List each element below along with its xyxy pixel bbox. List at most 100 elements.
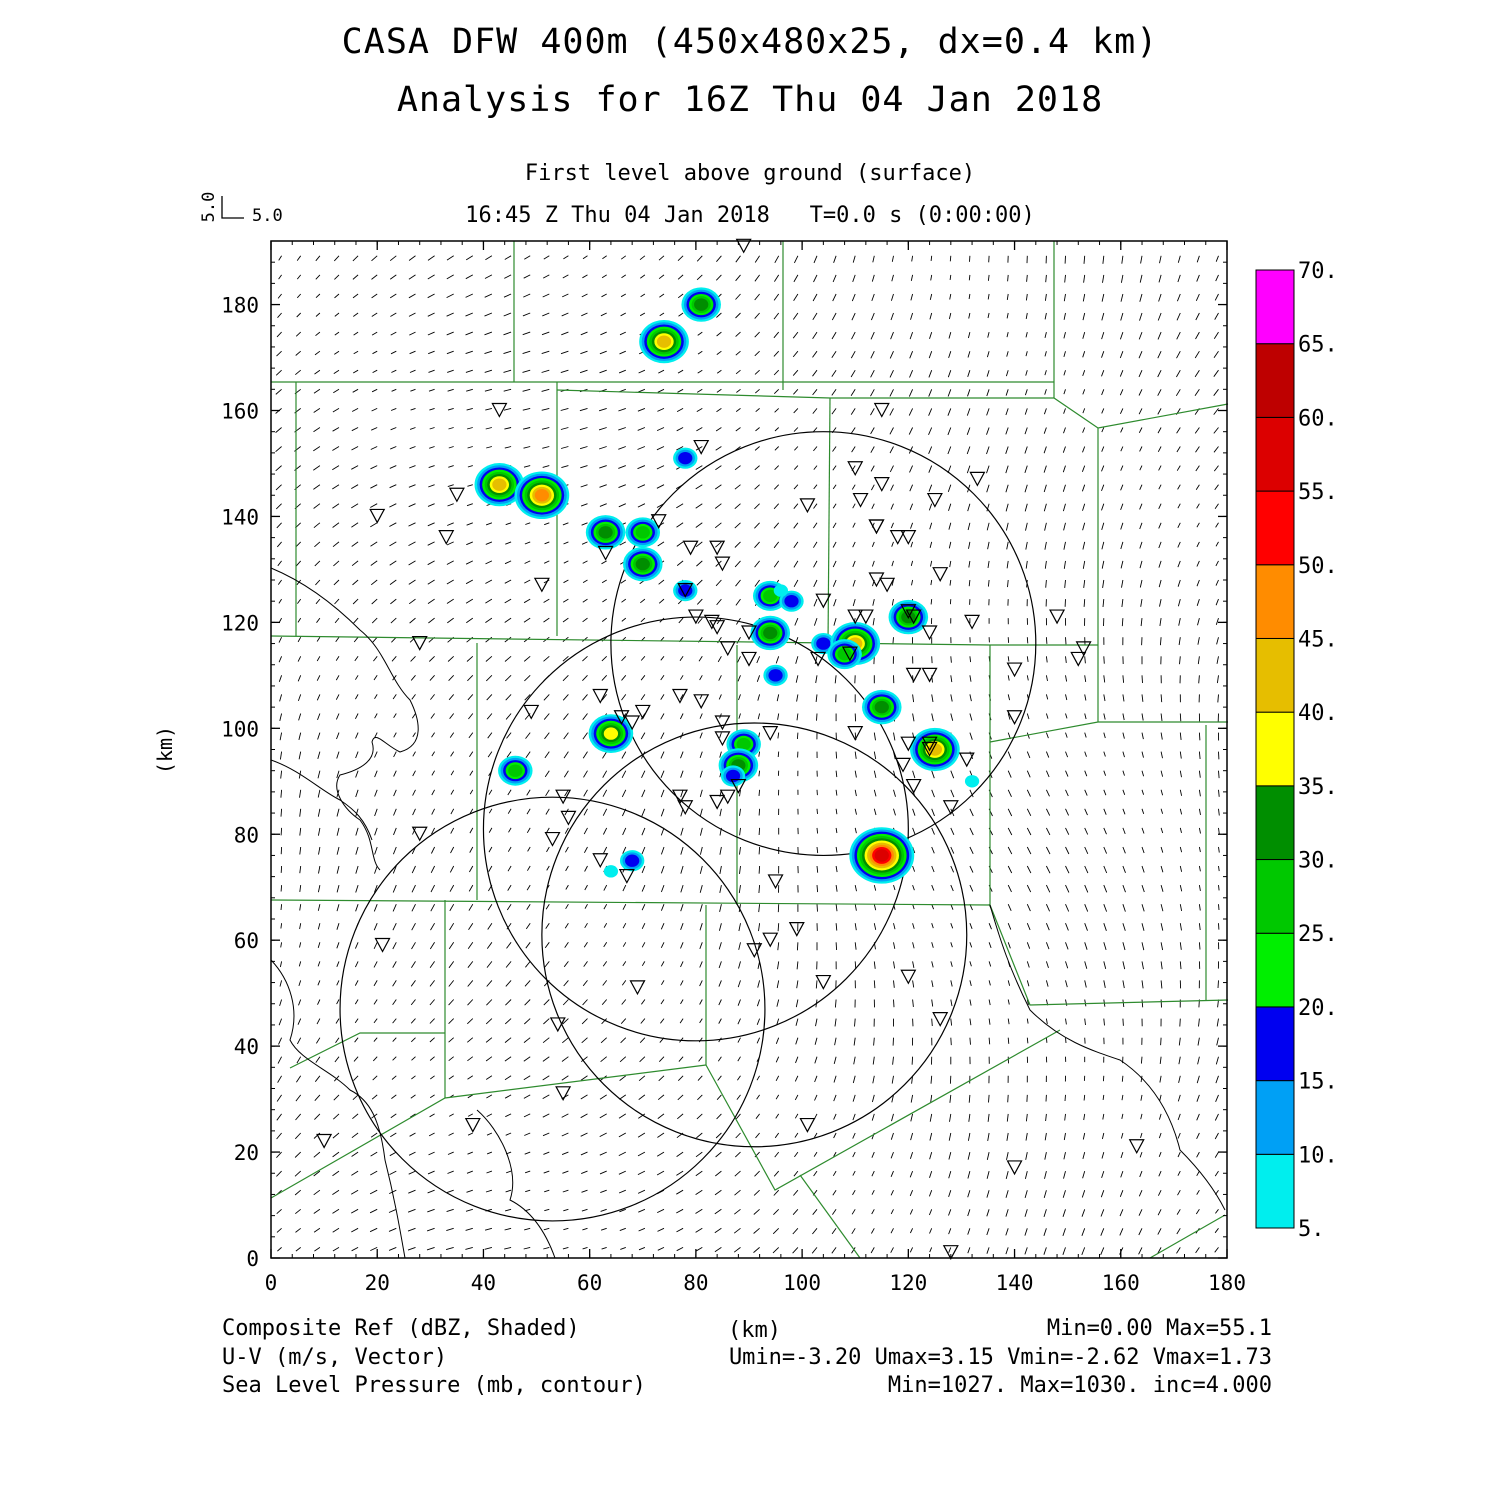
county-borders [270,241,1229,1259]
station-marker [847,609,864,625]
x-tick-label: 140 [996,1271,1034,1295]
station-marker [1075,641,1092,657]
station-marker [900,604,917,620]
station-marker [900,530,917,545]
reflectivity-cell-11 [779,590,804,612]
station-marker [868,572,885,588]
footer-pressure-minmax: Min=1027. Max=1030. inc=4.000 [887,1373,1272,1398]
station-marker [677,582,694,598]
colorbar-label: 25. [1298,922,1338,947]
station-marker [464,1117,481,1133]
station-marker [895,757,912,773]
station-marker [873,402,890,418]
station-marker [868,519,885,535]
wind-vectors [275,255,1220,1256]
station-marker [634,704,651,720]
station-marker [369,508,386,524]
station-marker [523,704,540,720]
station-marker [693,439,710,455]
colorbar-label: 35. [1298,775,1338,800]
y-axis-ticks: 0 20 40 60 80 100 120 140 160 180 [221,240,1227,1271]
colorbar-label: 10. [1298,1143,1338,1168]
y-tick-label: 160 [221,400,259,424]
reflectivity-cell-20 [588,714,634,754]
footer-vector-label: U-V (m/s, Vector) [222,1345,448,1370]
station-marker [969,471,986,487]
colorbar-label: 60. [1298,406,1338,431]
colorbar-label: 65. [1298,333,1338,358]
x-tick-label: 160 [1102,1271,1140,1295]
station-marker [841,646,858,662]
reflectivity-cell-3 [673,447,698,469]
colorbar-label: 40. [1298,701,1338,726]
station-marker [533,577,550,593]
lake-outlines [270,567,1226,1259]
colorbar-swatch [1255,343,1295,418]
station-marker [740,651,758,667]
station-marker [629,980,646,996]
reflectivity-cell-5 [514,471,570,520]
x-tick-label: 80 [683,1271,708,1295]
footer-wind-minmax: Umin=-3.20 Umax=3.15 Vmin=-2.62 Vmax=1.7… [728,1345,1272,1370]
station-marker [709,794,726,810]
reflectivity-cell-12 [773,584,788,597]
colorbar-label: 30. [1298,849,1338,874]
station-marker [740,625,758,641]
station-marker [693,694,710,710]
station-marker [900,969,917,985]
station-marker [932,567,949,582]
station-marker [921,667,938,683]
station-marker [964,614,981,630]
station-marker [592,853,609,868]
radar-ring-3 [541,722,968,1148]
colorbar-label: 5. [1298,1217,1325,1242]
station-marker [889,530,906,545]
station-marker [810,651,827,667]
station-marker [1070,651,1087,667]
station-marker [549,1017,566,1033]
colorbar: 5. 10. 15. 20. 25. 30. 35. 40. 45. 50. 55. 60. 65. 70… [1255,259,1338,1242]
vector-key: 5.0 5.0 [199,192,283,226]
reflectivity-cell-25 [910,727,960,772]
colorbar-label: 50. [1298,554,1338,579]
station-marker [560,810,577,826]
station-marker [719,789,736,805]
reflectivity-cell-24 [720,765,746,787]
station-marker [671,688,688,704]
station-marker [847,461,864,477]
station-marker [905,778,922,794]
x-tick-label: 100 [783,1271,821,1295]
station-marker [703,614,720,630]
colorbar-swatch [1255,1006,1295,1082]
station-marker [868,519,885,535]
colorbar-swatch [1255,1080,1295,1155]
colorbar-swatch [1255,490,1295,566]
station-marker [847,726,864,741]
x-tick-label: 0 [265,1271,278,1295]
station-marker [799,498,816,514]
station-marker [958,752,975,768]
colorbar-swatch [1255,1153,1295,1229]
y-tick-label: 0 [246,1247,259,1271]
station-marker [592,688,609,704]
station-marker [735,238,752,254]
colorbar-swatch [1255,932,1295,1008]
station-marker [1006,1160,1023,1176]
station-marker [942,800,959,816]
station-marker [448,487,465,503]
y-tick-label: 140 [221,505,259,529]
radar-ring-2 [482,616,909,1042]
reflectivity-cell-16 [827,639,862,670]
y-tick-label: 80 [234,823,259,847]
station-marker [624,715,641,731]
station-marker [852,492,869,508]
station-marker [555,789,572,805]
station-marker [926,492,943,508]
x-axis-ticks: 0 20 40 60 80 100 120 140 160 180 [265,241,1246,1295]
station-marker [1006,710,1023,725]
reflectivity-cell-29 [619,850,645,872]
station-marker [921,736,938,752]
footer-ref-label: Composite Ref (dBZ, Shaded) [222,1316,580,1341]
colorbar-label: 20. [1298,996,1338,1021]
